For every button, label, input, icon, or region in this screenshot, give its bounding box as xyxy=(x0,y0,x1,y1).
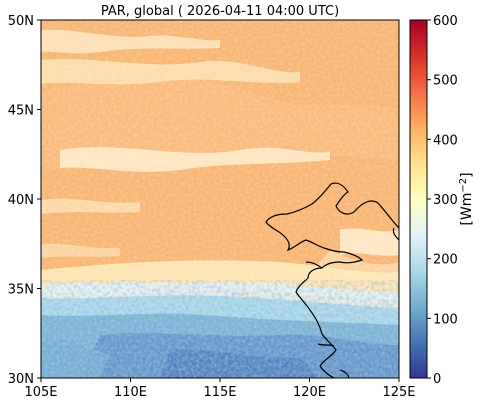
coastline xyxy=(265,182,399,378)
x-tick-label: 110E xyxy=(114,385,147,400)
x-tick-label: 115E xyxy=(203,385,236,400)
colorbar-tick-label: 300 xyxy=(433,193,458,208)
x-tick-label: 125E xyxy=(382,385,415,400)
colorbar xyxy=(409,19,428,379)
colorbar-tick-label: 600 xyxy=(433,14,458,29)
colorbar-label: [Wm−2] xyxy=(458,172,476,225)
colorbar-tick-label: 500 xyxy=(433,74,458,89)
par-field xyxy=(41,20,399,378)
colorbar-tick-label: 200 xyxy=(433,253,458,268)
colorbar-tick-label: 400 xyxy=(433,133,458,148)
y-tick-label: 30N xyxy=(8,372,34,387)
y-tick-label: 45N xyxy=(8,104,34,119)
y-tick-label: 50N xyxy=(8,14,34,29)
colorbar-ticks xyxy=(427,19,431,379)
x-tick-label: 120E xyxy=(293,385,326,400)
x-axis xyxy=(40,378,400,382)
map-title: PAR, global ( 2026-04-11 04:00 UTC) xyxy=(101,4,339,19)
y-axis xyxy=(37,19,41,379)
y-tick-label: 40N xyxy=(8,193,34,208)
colorbar-tick-label: 100 xyxy=(433,312,458,327)
x-tick-label: 105E xyxy=(24,385,57,400)
colorbar-tick-label: 0 xyxy=(433,372,441,387)
y-tick-label: 35N xyxy=(8,283,34,298)
